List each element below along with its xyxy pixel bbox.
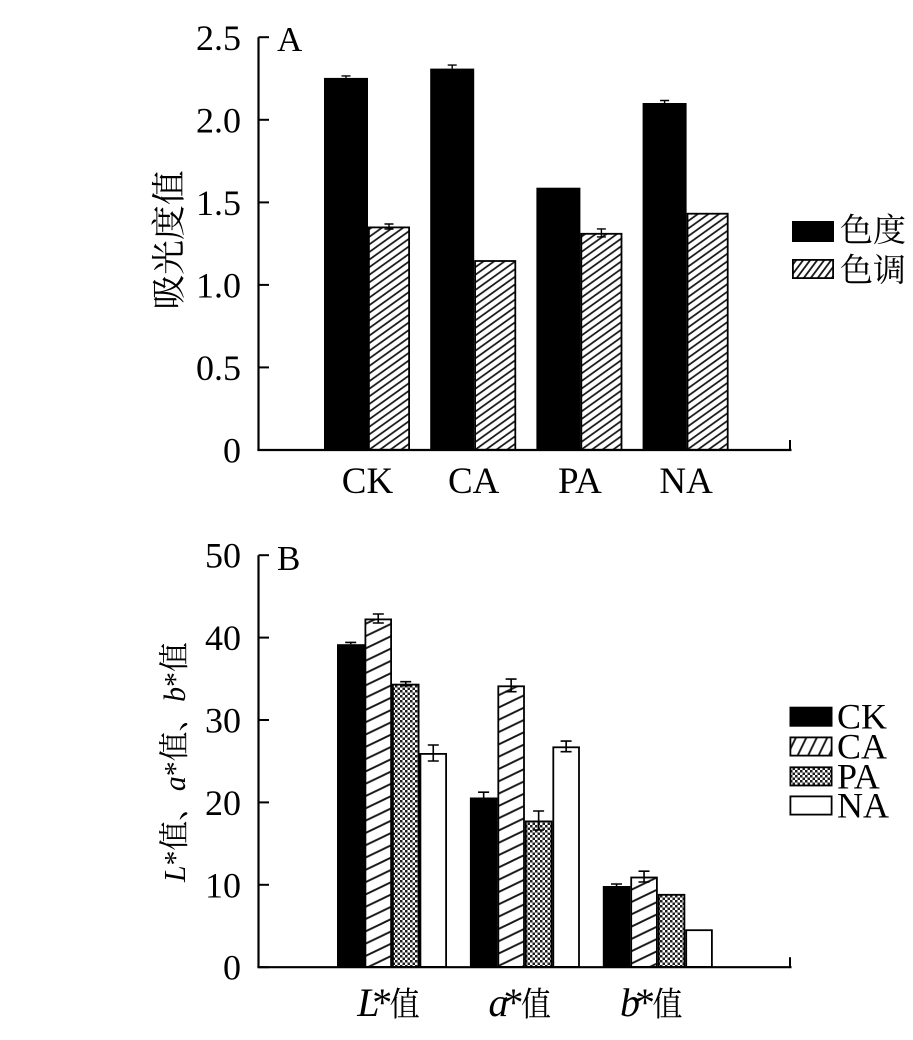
svg-text:CK: CK [837, 697, 887, 737]
svg-text:CK: CK [342, 461, 394, 502]
svg-text:0: 0 [223, 431, 241, 471]
svg-text:1.0: 1.0 [196, 265, 241, 305]
svg-text:20: 20 [205, 783, 241, 823]
svg-text:*: * [157, 851, 192, 866]
svg-text:NA: NA [837, 786, 889, 826]
svg-text:L: L [157, 865, 192, 883]
svg-text:*: * [635, 980, 655, 1025]
svg-text:b: b [620, 980, 640, 1025]
svg-text:*: * [157, 672, 192, 687]
svg-text:0: 0 [223, 948, 241, 988]
svg-text:B: B [277, 539, 300, 578]
svg-text:L: L [356, 980, 379, 1025]
svg-text:CA: CA [837, 727, 887, 767]
svg-text:0.5: 0.5 [196, 348, 241, 388]
svg-text:40: 40 [205, 618, 241, 658]
svg-text:*: * [157, 761, 192, 776]
svg-text:a: a [489, 980, 509, 1025]
svg-text:50: 50 [205, 536, 241, 576]
svg-text:a: a [157, 776, 192, 791]
svg-text:30: 30 [205, 701, 241, 741]
svg-text:b: b [157, 687, 192, 702]
svg-text:1.5: 1.5 [196, 183, 241, 223]
svg-text:NA: NA [659, 461, 713, 502]
svg-text:PA: PA [837, 756, 880, 796]
svg-text:*: * [504, 980, 524, 1025]
svg-text:A: A [277, 20, 303, 59]
svg-text:PA: PA [558, 461, 602, 502]
svg-text:2.5: 2.5 [196, 18, 241, 58]
svg-text:*: * [372, 980, 392, 1025]
svg-text:10: 10 [205, 865, 241, 905]
svg-text:2.0: 2.0 [196, 100, 241, 140]
svg-text:CA: CA [448, 461, 500, 502]
